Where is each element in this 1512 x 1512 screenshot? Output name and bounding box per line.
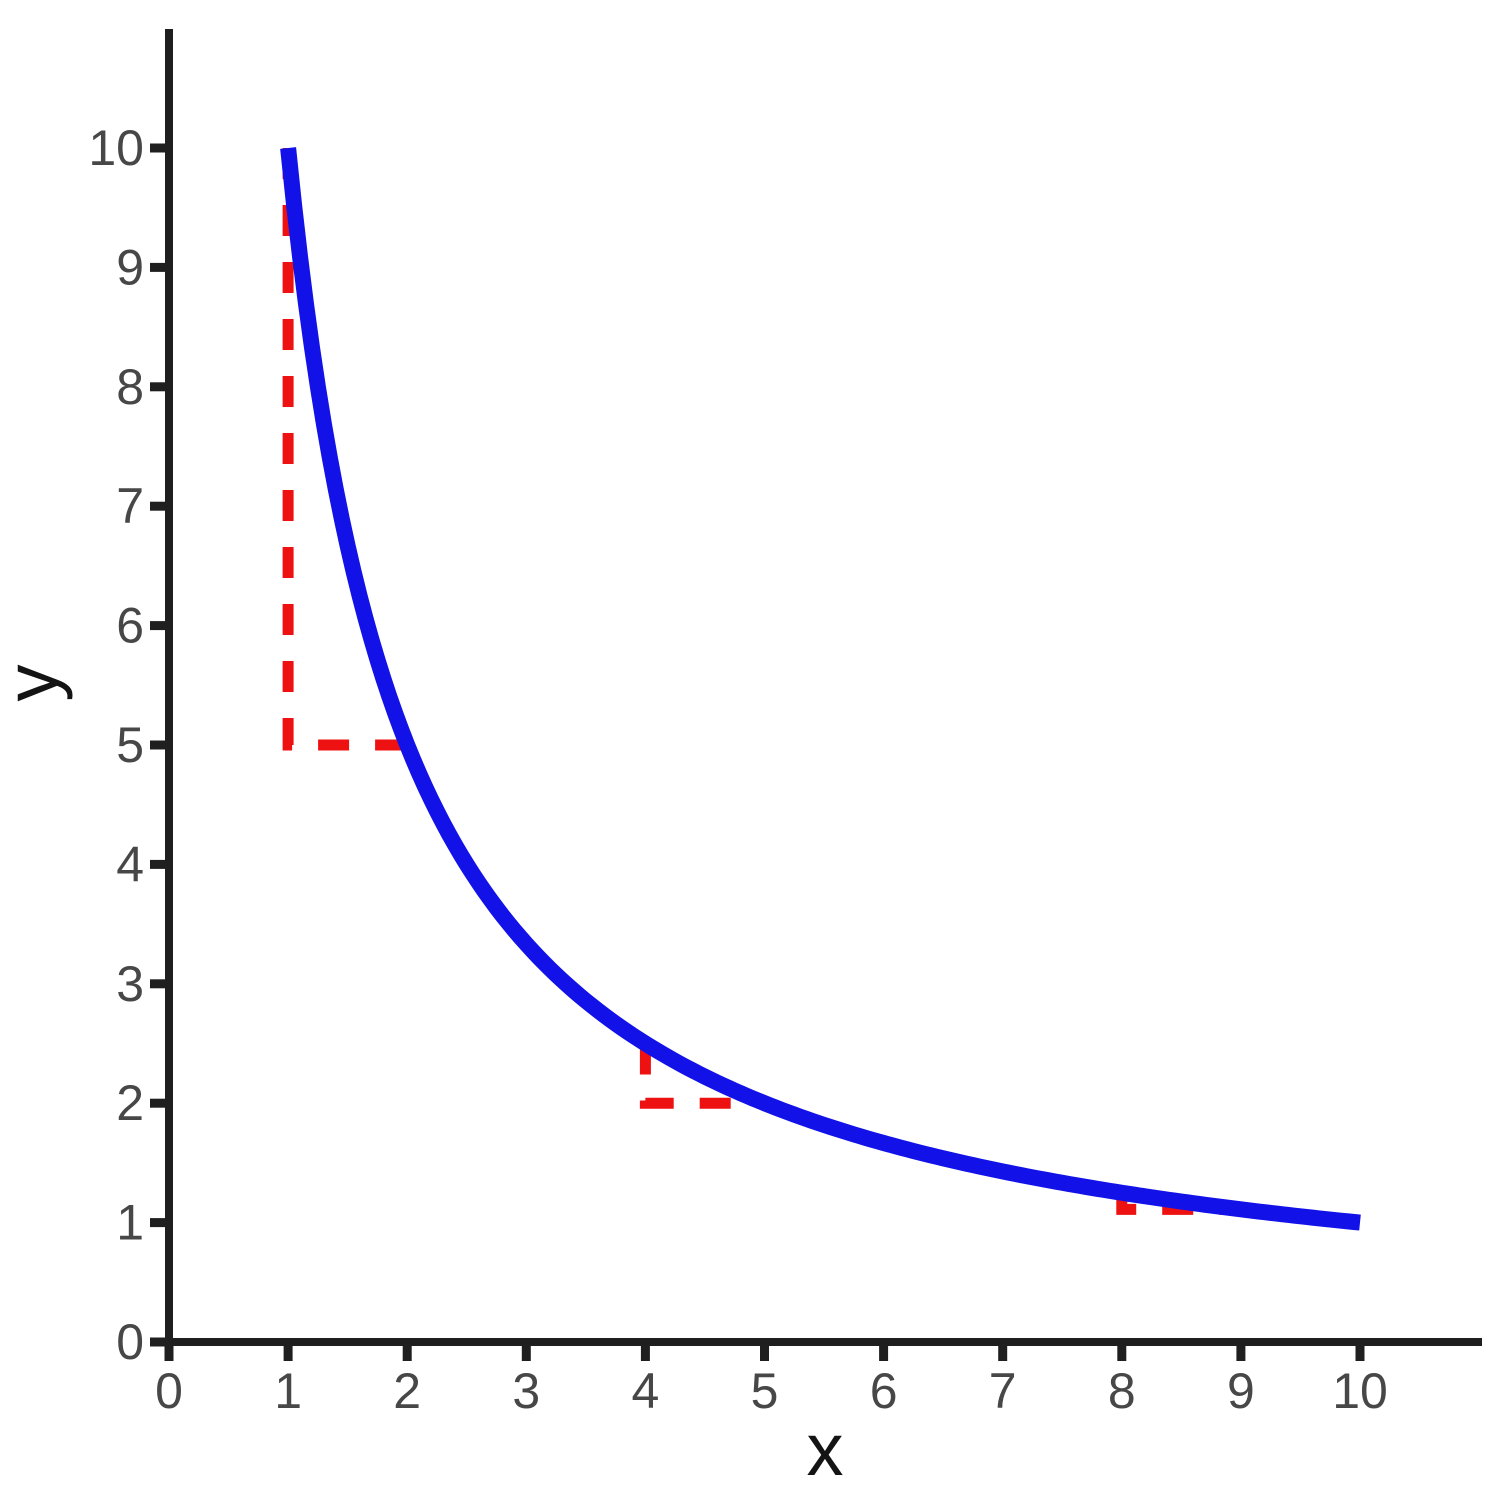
y-tick-label: 8 <box>116 359 144 415</box>
y-tick-label: 6 <box>116 598 144 654</box>
y-tick-label: 0 <box>116 1314 144 1370</box>
x-tick-label: 6 <box>870 1363 898 1419</box>
x-tick-label: 4 <box>631 1363 659 1419</box>
axes: 0 1 2 3 4 5 6 7 8 9 10 0 1 2 3 4 5 6 7 8 9 10 <box>88 29 1482 1419</box>
y-tick-label: 4 <box>116 836 144 892</box>
annotation-steps <box>282 148 1241 1215</box>
y-tick-label: 5 <box>116 717 144 773</box>
y-tick-label: 2 <box>116 1075 144 1131</box>
curve <box>280 147 1363 1231</box>
y-tick-label: 1 <box>116 1195 144 1251</box>
x-tick-label: 9 <box>1227 1363 1255 1419</box>
x-tick-label: 5 <box>751 1363 779 1419</box>
x-axis-label: x <box>807 1408 844 1491</box>
x-tick-label: 8 <box>1108 1363 1136 1419</box>
x-tick-label: 3 <box>512 1363 540 1419</box>
x-tick-label: 2 <box>393 1363 421 1419</box>
y-tick-label: 7 <box>116 478 144 534</box>
x-tick-label: 10 <box>1332 1363 1388 1419</box>
unit-step-2 <box>639 1043 765 1109</box>
y-axis-label: y <box>0 665 73 702</box>
y-tick-label: 9 <box>116 239 144 295</box>
x-tick-label: 7 <box>989 1363 1017 1419</box>
y-tick-label: 3 <box>116 956 144 1012</box>
y-tick-label: 10 <box>88 120 144 176</box>
x-tick-label: 0 <box>155 1363 183 1419</box>
unit-step-1 <box>282 148 408 751</box>
x-tick-label: 1 <box>274 1363 302 1419</box>
